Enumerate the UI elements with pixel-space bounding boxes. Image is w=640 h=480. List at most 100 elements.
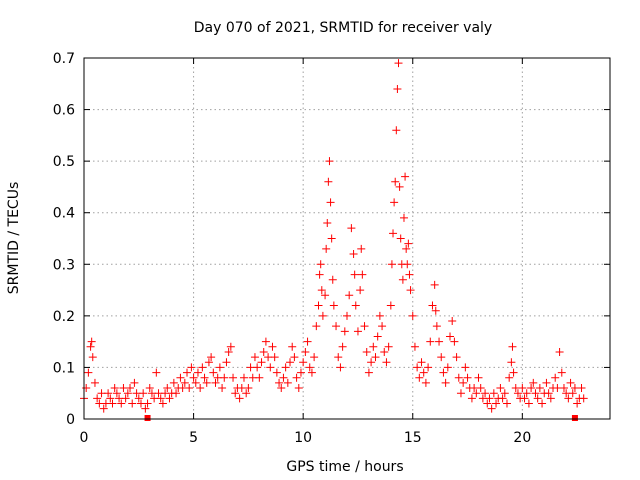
data-point [577, 384, 586, 393]
data-point [86, 342, 95, 351]
data-point [364, 368, 373, 377]
data-point [542, 378, 551, 387]
data-point [410, 342, 419, 351]
data-point [189, 373, 198, 382]
data-point [279, 373, 288, 382]
data-point [428, 301, 437, 310]
x-tick-label: 5 [189, 430, 198, 446]
data-point [253, 363, 262, 372]
data-point [454, 373, 463, 382]
data-point [371, 353, 380, 362]
data-point [317, 286, 326, 295]
data-point [369, 342, 378, 351]
data-point [209, 368, 218, 377]
data-point [396, 234, 405, 243]
data-point [329, 301, 338, 310]
data-point [387, 260, 396, 269]
data-point [315, 270, 324, 279]
data-point [485, 394, 494, 403]
data-point [437, 353, 446, 362]
data-point [551, 373, 560, 382]
data-point [130, 378, 139, 387]
data-point [474, 373, 483, 382]
data-point [204, 358, 213, 367]
data-point [340, 327, 349, 336]
data-point [215, 363, 224, 372]
data-point [386, 301, 395, 310]
data-point [522, 389, 531, 398]
data-point [200, 373, 209, 382]
data-point [380, 347, 389, 356]
data-point [301, 347, 310, 356]
data-point [375, 311, 384, 320]
data-point [239, 373, 248, 382]
data-point [141, 404, 150, 413]
data-point [373, 332, 382, 341]
data-point [446, 332, 455, 341]
data-point [324, 177, 333, 186]
data-point [93, 394, 102, 403]
data-point [505, 373, 514, 382]
data-point [390, 198, 399, 207]
y-tick-label: 0.3 [53, 257, 75, 273]
data-point [393, 84, 402, 93]
data-point [314, 301, 323, 310]
chart-title: Day 070 of 2021, SRMTID for receiver val… [194, 20, 492, 36]
data-point [87, 337, 96, 346]
data-point [266, 363, 275, 372]
data-point [419, 368, 428, 377]
data-point [108, 399, 117, 408]
data-point [343, 311, 351, 320]
data-point [408, 311, 417, 320]
data-point [492, 399, 501, 408]
data-point [461, 363, 470, 372]
data-point [349, 249, 358, 258]
data-point [378, 322, 387, 331]
data-point [338, 342, 347, 351]
data-point [328, 275, 337, 284]
y-tick-label: 0 [66, 412, 75, 428]
data-point [303, 337, 312, 346]
data-point [307, 368, 316, 377]
data-point [82, 384, 91, 393]
data-point [402, 244, 411, 253]
data-point [443, 363, 452, 372]
data-point [281, 363, 290, 372]
data-point [207, 353, 216, 362]
data-point [391, 177, 400, 186]
data-point [305, 363, 314, 372]
data-point [520, 394, 529, 403]
data-point [345, 291, 354, 300]
data-point [405, 270, 414, 279]
data-point [413, 363, 422, 372]
data-point [487, 404, 496, 413]
data-point [198, 363, 207, 372]
data-point [121, 394, 130, 403]
data-point [476, 384, 485, 393]
data-point [196, 384, 205, 393]
data-point [218, 384, 227, 393]
data-point [415, 373, 424, 382]
data-point [502, 399, 511, 408]
y-tick-label: 0.1 [53, 360, 75, 376]
data-point [250, 353, 259, 362]
data-point [169, 378, 178, 387]
data-point [222, 358, 231, 367]
x-axis-ticks: 0 5 10 15 20 [80, 58, 531, 446]
data-point [117, 399, 126, 408]
data-point [327, 234, 336, 243]
data-point [508, 342, 517, 351]
x-tick-label: 20 [513, 430, 531, 446]
data-point [350, 270, 359, 279]
data-point [268, 342, 277, 351]
data-point [398, 275, 407, 284]
data-point [507, 358, 516, 367]
data-point [555, 347, 564, 356]
data-point [394, 59, 403, 68]
data-point [439, 368, 448, 377]
x-tick-label: 10 [294, 430, 312, 446]
data-point [220, 373, 229, 382]
data-point [573, 399, 582, 408]
x-tick-label: 15 [404, 430, 422, 446]
data-point [568, 389, 577, 398]
